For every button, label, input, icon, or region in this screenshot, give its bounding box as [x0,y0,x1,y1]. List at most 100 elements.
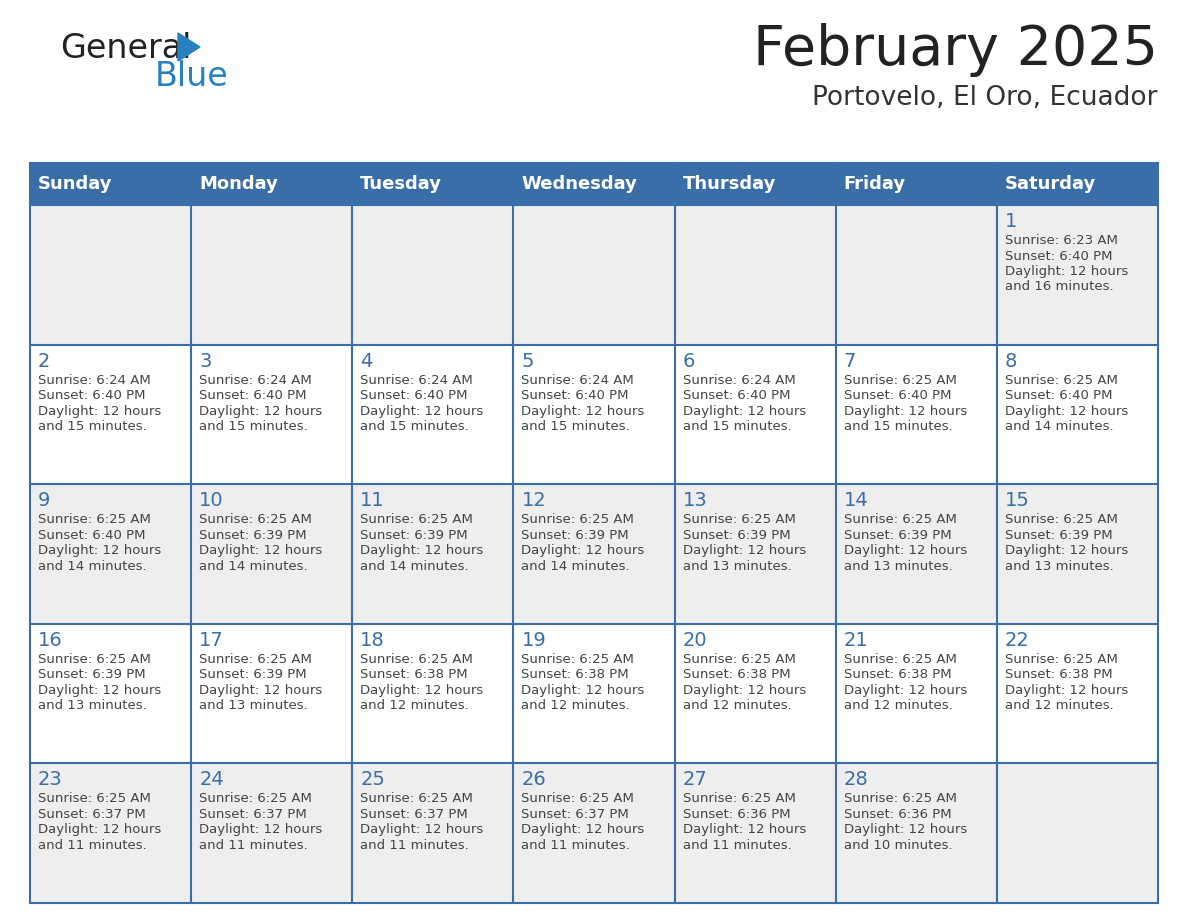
Text: 6: 6 [683,352,695,371]
Text: Daylight: 12 hours: Daylight: 12 hours [522,684,645,697]
Text: Tuesday: Tuesday [360,175,442,193]
Text: and 15 minutes.: and 15 minutes. [38,420,147,433]
Bar [997,624,1158,764]
Text: Sunrise: 6:23 AM: Sunrise: 6:23 AM [1005,234,1118,247]
Text: Sunset: 6:40 PM: Sunset: 6:40 PM [1005,250,1112,263]
Bar [997,163,1158,205]
Bar [513,484,675,624]
Text: and 15 minutes.: and 15 minutes. [522,420,630,433]
Bar [353,205,513,344]
Bar [675,344,835,484]
Text: 12: 12 [522,491,546,510]
Text: 8: 8 [1005,352,1017,371]
Bar [675,163,835,205]
Text: Sunset: 6:39 PM: Sunset: 6:39 PM [200,529,307,542]
Text: Sunrise: 6:25 AM: Sunrise: 6:25 AM [38,792,151,805]
Text: Portovelo, El Oro, Ecuador: Portovelo, El Oro, Ecuador [813,85,1158,111]
Text: Sunset: 6:40 PM: Sunset: 6:40 PM [38,529,145,542]
Text: Sunrise: 6:24 AM: Sunrise: 6:24 AM [200,374,312,386]
Text: Daylight: 12 hours: Daylight: 12 hours [683,544,805,557]
Text: Daylight: 12 hours: Daylight: 12 hours [360,405,484,418]
Text: Sunset: 6:40 PM: Sunset: 6:40 PM [38,389,145,402]
Bar [835,205,997,344]
Text: and 11 minutes.: and 11 minutes. [38,839,147,852]
Text: 20: 20 [683,631,707,650]
Text: Sunrise: 6:25 AM: Sunrise: 6:25 AM [522,513,634,526]
Text: and 15 minutes.: and 15 minutes. [200,420,308,433]
Text: Sunrise: 6:25 AM: Sunrise: 6:25 AM [200,792,312,805]
Text: Sunset: 6:37 PM: Sunset: 6:37 PM [522,808,630,821]
Bar [513,344,675,484]
Text: Sunset: 6:37 PM: Sunset: 6:37 PM [200,808,307,821]
Text: Daylight: 12 hours: Daylight: 12 hours [200,823,322,836]
Text: and 12 minutes.: and 12 minutes. [1005,700,1113,712]
Text: 5: 5 [522,352,533,371]
Bar [835,764,997,903]
Text: Sunset: 6:38 PM: Sunset: 6:38 PM [1005,668,1112,681]
Text: Saturday: Saturday [1005,175,1097,193]
Text: Sunrise: 6:25 AM: Sunrise: 6:25 AM [38,653,151,666]
Text: 13: 13 [683,491,707,510]
Text: and 13 minutes.: and 13 minutes. [683,560,791,573]
Text: Wednesday: Wednesday [522,175,637,193]
Text: Sunrise: 6:25 AM: Sunrise: 6:25 AM [1005,513,1118,526]
Text: 23: 23 [38,770,63,789]
Text: Sunrise: 6:24 AM: Sunrise: 6:24 AM [522,374,634,386]
Text: Daylight: 12 hours: Daylight: 12 hours [38,405,162,418]
Text: and 12 minutes.: and 12 minutes. [360,700,469,712]
Text: Sunset: 6:40 PM: Sunset: 6:40 PM [843,389,952,402]
Bar [513,624,675,764]
Bar [353,484,513,624]
Text: Sunset: 6:38 PM: Sunset: 6:38 PM [683,668,790,681]
Text: Daylight: 12 hours: Daylight: 12 hours [843,684,967,697]
Text: Sunset: 6:38 PM: Sunset: 6:38 PM [843,668,952,681]
Bar [675,624,835,764]
Text: 22: 22 [1005,631,1030,650]
Text: 10: 10 [200,491,223,510]
Text: Daylight: 12 hours: Daylight: 12 hours [683,823,805,836]
Text: Sunrise: 6:25 AM: Sunrise: 6:25 AM [200,513,312,526]
Text: Daylight: 12 hours: Daylight: 12 hours [38,544,162,557]
Text: Sunset: 6:40 PM: Sunset: 6:40 PM [200,389,307,402]
Text: 24: 24 [200,770,223,789]
Text: Sunrise: 6:25 AM: Sunrise: 6:25 AM [683,513,796,526]
Text: Sunset: 6:39 PM: Sunset: 6:39 PM [1005,529,1112,542]
Text: 2: 2 [38,352,50,371]
Text: Sunrise: 6:25 AM: Sunrise: 6:25 AM [843,374,956,386]
Text: Daylight: 12 hours: Daylight: 12 hours [38,823,162,836]
Text: Sunset: 6:38 PM: Sunset: 6:38 PM [522,668,630,681]
Text: Sunset: 6:39 PM: Sunset: 6:39 PM [360,529,468,542]
Bar [835,163,997,205]
Text: Sunset: 6:40 PM: Sunset: 6:40 PM [522,389,628,402]
Bar [675,484,835,624]
Text: Sunrise: 6:25 AM: Sunrise: 6:25 AM [843,792,956,805]
Text: Sunset: 6:40 PM: Sunset: 6:40 PM [360,389,468,402]
Text: and 14 minutes.: and 14 minutes. [360,560,469,573]
Bar [353,163,513,205]
Text: Daylight: 12 hours: Daylight: 12 hours [522,405,645,418]
Bar [353,624,513,764]
Text: and 15 minutes.: and 15 minutes. [683,420,791,433]
Text: Blue: Blue [154,60,229,93]
Text: and 13 minutes.: and 13 minutes. [200,700,308,712]
Text: and 13 minutes.: and 13 minutes. [1005,560,1113,573]
Text: Daylight: 12 hours: Daylight: 12 hours [1005,544,1129,557]
Text: Sunset: 6:39 PM: Sunset: 6:39 PM [38,668,146,681]
Text: Daylight: 12 hours: Daylight: 12 hours [843,405,967,418]
Text: 1: 1 [1005,212,1017,231]
Bar [30,764,191,903]
Text: 7: 7 [843,352,857,371]
Text: and 11 minutes.: and 11 minutes. [683,839,791,852]
Bar [513,163,675,205]
Text: Sunset: 6:38 PM: Sunset: 6:38 PM [360,668,468,681]
Text: and 14 minutes.: and 14 minutes. [522,560,630,573]
Text: 15: 15 [1005,491,1030,510]
Text: Daylight: 12 hours: Daylight: 12 hours [360,684,484,697]
Bar [191,344,353,484]
Bar [353,344,513,484]
Text: 28: 28 [843,770,868,789]
Bar [675,205,835,344]
Bar [30,205,191,344]
Text: Sunrise: 6:25 AM: Sunrise: 6:25 AM [1005,653,1118,666]
Text: Sunrise: 6:25 AM: Sunrise: 6:25 AM [200,653,312,666]
